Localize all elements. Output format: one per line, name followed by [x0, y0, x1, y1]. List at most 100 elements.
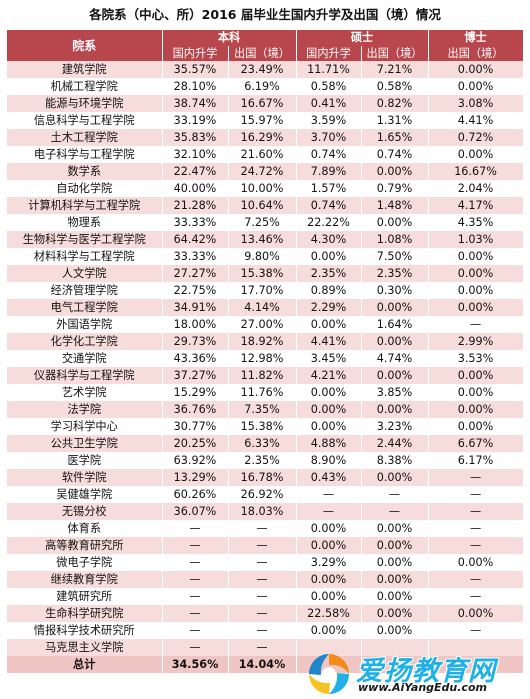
table-row: 信息科学与工程学院 33.19% 15.97% 3.59% 1.31% 4.41%	[7, 112, 524, 129]
watermark-logo: 爱扬教育网 www.AiYangEdu.com	[300, 641, 530, 699]
rate-cell: 8.38%	[361, 452, 429, 469]
table-row: 物理系 33.33% 7.25% 22.22% 0.00% 4.35%	[7, 214, 524, 231]
rate-cell: 0.00%	[361, 367, 429, 384]
table-row: 外国语学院 18.00% 27.00% 0.00% 1.64% —	[7, 316, 524, 333]
rate-cell: 7.21%	[361, 61, 429, 78]
rate-cell: 64.42%	[162, 231, 229, 248]
rate-cell: 0.74%	[296, 146, 362, 163]
table-row: 马克思主义学院 — —	[7, 639, 524, 656]
rate-cell: 0.00%	[428, 605, 524, 622]
rate-cell: 37.27%	[162, 367, 229, 384]
table-row: 机械工程学院 28.10% 6.19% 0.58% 0.58% 0.00%	[7, 78, 524, 95]
rate-cell: 2.35%	[361, 265, 429, 282]
rate-cell: 26.92%	[228, 486, 297, 503]
header-doctor: 博士	[428, 30, 524, 46]
rate-cell: 0.00%	[296, 622, 362, 639]
brand-logo-icon	[309, 654, 349, 694]
rate-cell: 0.00%	[428, 248, 524, 265]
rate-cell: 33.33%	[162, 214, 229, 231]
dept-name: 情报科学技术研究所	[7, 622, 163, 639]
rate-cell: 4.35%	[428, 214, 524, 231]
rate-cell: 0.00%	[296, 248, 362, 265]
rate-cell: 2.04%	[428, 180, 524, 197]
dept-name: 医学院	[7, 452, 163, 469]
table-row: 经济管理学院 22.75% 17.70% 0.89% 0.30% 0.00%	[7, 282, 524, 299]
rate-cell: 1.03%	[428, 231, 524, 248]
rate-cell: 0.82%	[361, 95, 429, 112]
rate-cell: 0.00%	[361, 520, 429, 537]
rate-cell: 0.00%	[296, 316, 362, 333]
total-label: 总计	[7, 656, 163, 673]
rate-cell	[428, 639, 524, 656]
dept-name: 信息科学与工程学院	[7, 112, 163, 129]
rate-cell: 20.25%	[162, 435, 229, 452]
rate-cell: —	[428, 520, 524, 537]
header-bachelor-abroad: 出国（境）	[228, 46, 297, 61]
dept-name: 电气工程学院	[7, 299, 163, 316]
rate-cell: 6.17%	[428, 452, 524, 469]
rate-cell: 16.29%	[228, 129, 297, 146]
rate-cell	[361, 639, 429, 656]
rate-cell: 38.74%	[162, 95, 229, 112]
rate-cell: 18.92%	[228, 333, 297, 350]
rate-cell: —	[228, 520, 297, 537]
header-doctor-abroad: 出国（境）	[428, 46, 524, 61]
rate-cell: —	[428, 316, 524, 333]
rate-cell: 0.00%	[361, 571, 429, 588]
table-row: 人文学院 27.27% 15.38% 2.35% 2.35% 0.00%	[7, 265, 524, 282]
rate-cell: 0.00%	[428, 146, 524, 163]
rate-cell: 0.00%	[361, 214, 429, 231]
rate-cell: 7.25%	[228, 214, 297, 231]
table-row: 数学系 22.47% 24.72% 7.89% 0.00% 16.67%	[7, 163, 524, 180]
rate-cell: 36.76%	[162, 401, 229, 418]
rate-cell: 0.00%	[428, 401, 524, 418]
rate-cell: —	[162, 639, 229, 656]
rate-cell: 0.00%	[361, 588, 429, 605]
rate-cell: 4.21%	[296, 367, 362, 384]
rate-cell: 17.70%	[228, 282, 297, 299]
rate-cell: —	[428, 622, 524, 639]
rate-cell: —	[162, 605, 229, 622]
rate-cell: 30.77%	[162, 418, 229, 435]
rate-cell: 0.00%	[361, 469, 429, 486]
rate-cell: 35.83%	[162, 129, 229, 146]
table-row: 情报科学技术研究所 — —0.00% 0.00% —	[7, 622, 524, 639]
rate-cell: 22.75%	[162, 282, 229, 299]
rate-cell: 1.65%	[361, 129, 429, 146]
rate-cell: 10.00%	[228, 180, 297, 197]
rate-cell	[428, 656, 524, 673]
rate-cell: —	[162, 537, 229, 554]
rate-cell: 6.19%	[228, 78, 297, 95]
rate-cell: 22.58%	[296, 605, 362, 622]
table-row: 自动化学院 40.00% 10.00% 1.57% 0.79% 2.04%	[7, 180, 524, 197]
rate-cell: 0.41%	[296, 95, 362, 112]
rate-cell: 22.22%	[296, 214, 362, 231]
rate-cell: 3.45%	[296, 350, 362, 367]
rate-cell: 0.00%	[361, 163, 429, 180]
table-row: 建筑研究所 — —0.00% 0.00% —	[7, 588, 524, 605]
rate-cell: —	[228, 588, 297, 605]
dept-name: 计算机科学与工程学院	[7, 197, 163, 214]
table-row: 生物科学与医学工程学院 64.42% 13.46% 4.30% 1.08% 1.03%	[7, 231, 524, 248]
rate-cell: 7.35%	[228, 401, 297, 418]
rate-cell: 36.07%	[162, 503, 229, 520]
dept-name: 公共卫生学院	[7, 435, 163, 452]
rate-cell: 0.00%	[361, 333, 429, 350]
rate-cell: 0.00%	[296, 537, 362, 554]
rate-cell: 33.33%	[162, 248, 229, 265]
rate-cell: 3.29%	[296, 554, 362, 571]
rate-cell: 10.64%	[228, 197, 297, 214]
header-master-domestic: 国内升学	[296, 46, 362, 61]
rate-cell: 15.38%	[228, 265, 297, 282]
rate-cell: —	[228, 622, 297, 639]
dept-name: 建筑学院	[7, 61, 163, 78]
rate-cell: 15.97%	[228, 112, 297, 129]
rate-cell: 1.64%	[361, 316, 429, 333]
rate-cell: 9.80%	[228, 248, 297, 265]
dept-name: 建筑研究所	[7, 588, 163, 605]
rate-cell: 0.00%	[428, 265, 524, 282]
rate-cell: 6.67%	[428, 435, 524, 452]
rate-cell: 0.00%	[296, 401, 362, 418]
rate-cell	[361, 656, 429, 673]
rate-cell: 18.03%	[228, 503, 297, 520]
